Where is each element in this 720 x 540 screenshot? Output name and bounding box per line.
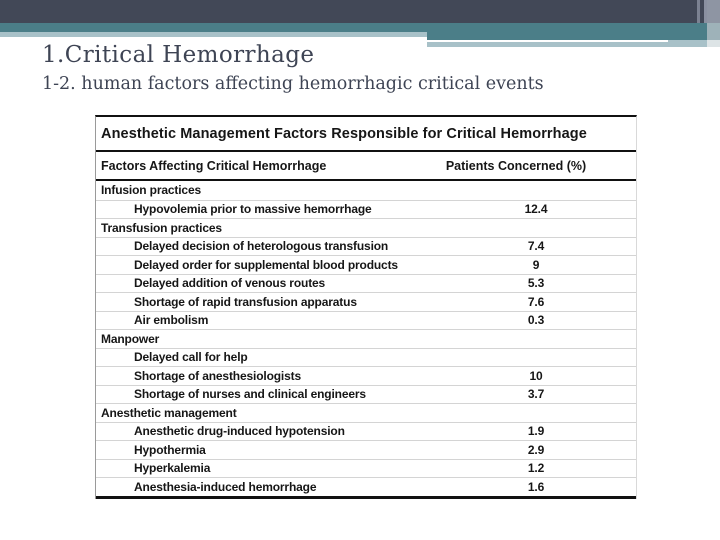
row-label: Hypothermia <box>134 442 206 457</box>
table-row: Hyperkalemia 1.2 <box>96 458 636 478</box>
column-header-patients: Patients Concerned (%) <box>445 158 587 173</box>
header-corner-mid <box>707 23 720 40</box>
slide-subtitle: 1-2. human factors affecting hemorrhagic… <box>42 74 544 94</box>
row-label: Delayed decision of heterologous transfu… <box>134 239 389 254</box>
row-value: 9 <box>532 257 540 272</box>
table-row: Shortage of nurses and clinical engineer… <box>96 384 636 404</box>
table-row: Anesthetic management <box>96 403 636 422</box>
row-value: 1.2 <box>527 461 545 476</box>
row-label: Shortage of anesthesiologists <box>134 368 302 383</box>
table-row: Delayed decision of heterologous transfu… <box>96 236 636 256</box>
table-row: Air embolism 0.3 <box>96 310 636 330</box>
table-header-row: Factors Affecting Critical Hemorrhage Pa… <box>96 152 636 181</box>
header-bar-light-right <box>427 42 668 47</box>
row-label: Anesthetic management <box>101 405 237 420</box>
row-label: Delayed call for help <box>134 350 248 365</box>
row-label: Hypovolemia prior to massive hemorrhage <box>134 202 372 217</box>
row-label: Shortage of rapid transfusion apparatus <box>134 294 357 309</box>
table-row: Delayed call for help <box>96 347 636 367</box>
header-stripe-1 <box>697 0 700 23</box>
row-value: 12.4 <box>524 202 548 217</box>
table-row: Delayed order for supplemental blood pro… <box>96 255 636 274</box>
row-value: 5.3 <box>527 276 545 291</box>
table-row: Anesthesia-induced hemorrhage 1.6 <box>96 477 636 496</box>
row-value: 1.9 <box>527 424 545 439</box>
row-label: Shortage of nurses and clinical engineer… <box>134 387 366 402</box>
row-value: 7.6 <box>527 294 545 309</box>
row-label: Infusion practices <box>101 183 201 198</box>
row-value: 10 <box>529 368 543 383</box>
row-label: Anesthetic drug-induced hypotension <box>134 424 345 439</box>
header-bar-teal <box>0 23 720 32</box>
row-label: Hyperkalemia <box>134 461 211 476</box>
header-corner-light <box>668 40 707 47</box>
row-label: Delayed addition of venous routes <box>134 276 326 291</box>
table-row: Delayed addition of venous routes 5.3 <box>96 273 636 293</box>
data-table: Anesthetic Management Factors Responsibl… <box>95 115 637 499</box>
row-label: Air embolism <box>134 313 209 328</box>
column-header-factors: Factors Affecting Critical Hemorrhage <box>101 158 327 173</box>
header-corner-bottom <box>707 40 720 47</box>
table-title: Anesthetic Management Factors Responsibl… <box>96 117 636 152</box>
table-row: Infusion practices <box>96 181 636 200</box>
row-label: Transfusion practices <box>101 220 222 235</box>
row-value: 1.6 <box>527 479 545 494</box>
row-value: 2.9 <box>527 442 545 457</box>
table-row: Anesthetic drug-induced hypotension 1.9 <box>96 421 636 441</box>
table-row: Shortage of rapid transfusion apparatus 7… <box>96 292 636 311</box>
row-label: Anesthesia-induced hemorrhage <box>134 479 317 494</box>
header-bar-teal-right <box>427 32 720 40</box>
header-bar-dark <box>0 0 720 23</box>
table-row: Hypothermia 2.9 <box>96 440 636 459</box>
slide-title: 1.Critical Hemorrhage <box>42 42 315 68</box>
table-body: Infusion practices Hypovolemia prior to m… <box>96 181 636 499</box>
table-row: Manpower <box>96 329 636 348</box>
table-row: Transfusion practices <box>96 218 636 237</box>
header-bar-light-left <box>0 32 427 37</box>
header-stripe-2 <box>704 0 707 23</box>
row-value: 7.4 <box>527 239 545 254</box>
header-corner-top <box>707 0 720 23</box>
table-row: Hypovolemia prior to massive hemorrhage 1… <box>96 199 636 219</box>
row-label: Manpower <box>101 331 160 346</box>
table-row: Shortage of anesthesiologists 10 <box>96 366 636 385</box>
row-label: Delayed order for supplemental blood pro… <box>134 257 398 272</box>
row-value: 0.3 <box>527 313 545 328</box>
row-value: 3.7 <box>527 387 545 402</box>
